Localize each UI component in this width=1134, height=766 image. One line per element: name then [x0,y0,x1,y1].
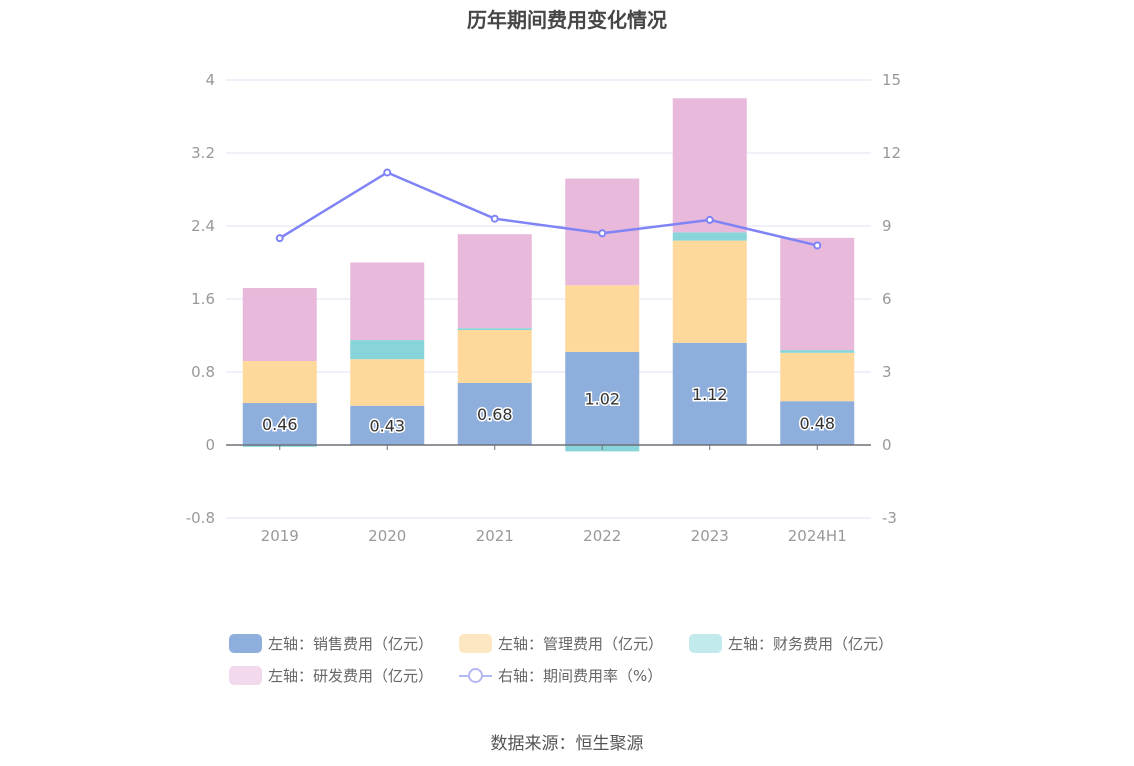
y-left-tick-label: 4 [205,71,215,89]
legend-swatch-rate [459,666,492,685]
legend-label-finance: 左轴：财务费用（亿元） [728,635,894,653]
rate-point [275,234,284,243]
source-note: 数据来源：恒生聚源 [490,734,644,754]
legend-label-admin: 左轴：管理费用（亿元） [498,635,664,653]
legend-swatch-sales [229,634,262,653]
y-right-tick-label: -3 [882,509,897,527]
bar-segment [565,351,640,445]
bar-segment [672,232,747,241]
y-right-tick-label: 0 [882,436,892,454]
chart-title: 历年期间费用变化情况 [467,8,667,32]
x-tick-label: 2019 [261,527,299,545]
y-right-tick-label: 12 [882,144,901,162]
data-labels: 0.46 0.43 0.68 1.02 1.12 0.48 [260,383,836,436]
bar-segment [672,240,747,343]
legend-item-sales[interactable]: 左轴：销售费用（亿元） [229,633,433,654]
y-left-tick-label: 2.4 [191,217,215,235]
bars [242,98,855,452]
legend-label-rate: 右轴：期间费用率（%） [498,667,663,685]
rate-line [275,168,822,250]
bar-segment [350,359,425,406]
bar-segment [457,330,532,383]
bar-data-label: 1.12 [692,385,728,404]
bar-data-label: 0.43 [369,416,405,435]
legend-swatch-admin [459,634,492,653]
axes: -0.8 0 0.8 1.6 2.4 3.2 4 -3 0 3 6 9 12 15 2019 2020 2021… [186,71,901,545]
y-right-tick-label: 9 [882,217,892,235]
bar-data-label: 1.02 [584,389,620,408]
bar-data-label: 0.46 [262,415,298,434]
bar-segment [780,237,855,351]
y-left-tick-label: 0 [205,436,215,454]
x-tick-label: 2024H1 [788,527,847,545]
bar-segment [565,285,640,352]
rate-point [813,241,822,250]
y-right-tick-label: 15 [882,71,901,89]
y-left-tick-label: -0.8 [186,509,215,527]
y-right-tick-label: 6 [882,290,892,308]
rate-point [598,229,607,238]
bar-segment [350,262,425,341]
legend-swatch-finance [689,634,722,653]
bar-segment [350,405,425,445]
rate-point [383,168,392,177]
bar-segment [457,328,532,331]
bar-segment [457,382,532,445]
bar-segment [242,361,317,404]
legend-label-sales: 左轴：销售费用（亿元） [268,635,434,653]
y-left-tick-label: 0.8 [191,363,215,381]
legend-label-rnd: 左轴：研发费用（亿元） [268,667,434,685]
rate-point [705,215,714,224]
bar-segment [242,288,317,362]
y-right-tick-label: 3 [882,363,892,381]
bar-segment [672,342,747,445]
legend-item-rnd[interactable]: 左轴：研发费用（亿元） [229,665,433,686]
x-tick-label: 2023 [691,527,729,545]
x-tick-label: 2020 [368,527,406,545]
bar-data-label: 0.48 [799,414,835,433]
x-tick-label: 2022 [583,527,621,545]
bar-segment [350,340,425,360]
legend-item-finance[interactable]: 左轴：财务费用（亿元） [689,633,893,654]
legend-item-admin[interactable]: 左轴：管理费用（亿元） [459,633,663,654]
y-left-tick-label: 3.2 [191,144,215,162]
legend-item-rate[interactable]: 右轴：期间费用率（%） [459,665,662,686]
gridlines [226,79,871,519]
bar-segment [780,401,855,445]
y-left-tick-label: 1.6 [191,290,215,308]
bar-segment [672,98,747,233]
bar-segment [457,234,532,329]
bar-segment [242,403,317,445]
rate-point [490,214,499,223]
x-tick-label: 2021 [476,527,514,545]
bar-segment [780,352,855,402]
bar-segment [780,350,855,353]
rate-line-path [279,171,818,247]
legend-swatch-rnd [229,666,262,685]
bar-data-label: 0.68 [477,405,513,424]
